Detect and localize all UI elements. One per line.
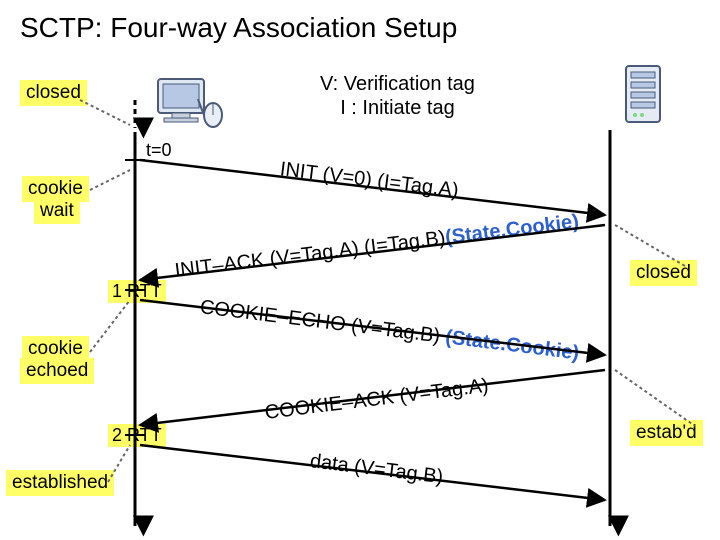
msg-init-ack-p1: INIT–ACK (V=Tag.A) (I=Tag.B) (174, 227, 447, 282)
msg-init-ack: INIT–ACK (V=Tag.A) (I=Tag.B)(State.Cooki… (174, 211, 581, 283)
legend-line2: I : Initiate tag (320, 96, 475, 120)
legend-line1: V: Verification tag (320, 72, 475, 96)
state-right-estabd: estab'd (630, 420, 703, 446)
tick-2rtt: 2 RTT (108, 424, 166, 447)
tick-1rtt: 1 RTT (108, 280, 166, 303)
msg-init-ack-p2: (State.Cookie) (444, 211, 580, 249)
msg-init: INIT (V=0) (I=Tag.A) (279, 158, 460, 203)
state-left-closed: closed (20, 80, 87, 106)
msg-data: data (V=Tag.B) (309, 450, 445, 489)
state-left-cookie-wait-2: wait (34, 198, 80, 224)
tick-t0: t=0 (146, 140, 172, 161)
msg-cookie-ack: COOKIE–ACK (V=Tag.A) (264, 375, 490, 425)
client-icon (150, 75, 230, 135)
state-left-established: established (6, 470, 114, 496)
legend-block: V: Verification tag I : Initiate tag (320, 72, 475, 120)
page-title: SCTP: Four-way Association Setup (20, 12, 457, 44)
state-right-closed: closed (630, 260, 697, 286)
msg-cookie-echo-p2: (State.Cookie) (444, 326, 580, 364)
msg-cookie-echo: COOKIE–ECHO (V=Tag.B) (State.Cookie) (199, 296, 581, 365)
msg-cookie-echo-p1: COOKIE–ECHO (V=Tag.B) (199, 296, 447, 348)
state-left-cookie-echoed-2: echoed (20, 358, 94, 384)
server-icon (620, 62, 666, 133)
